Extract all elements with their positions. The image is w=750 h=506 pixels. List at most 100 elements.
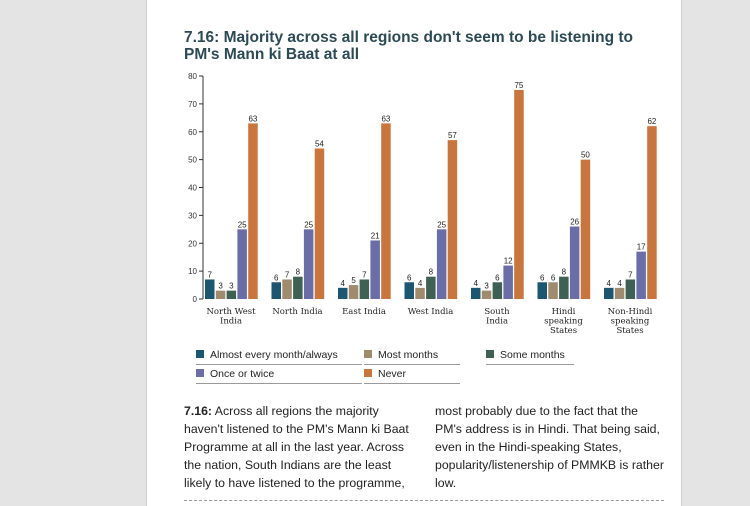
bar	[205, 279, 215, 299]
x-tick-label: speaking	[544, 317, 583, 327]
bar	[303, 229, 314, 299]
bar-value-label: 3	[484, 282, 489, 291]
x-tick-label: West India	[408, 307, 454, 317]
bar	[614, 287, 625, 299]
bar-value-label: 6	[495, 273, 500, 282]
legend-label: Most months	[378, 349, 439, 361]
caption-col-1: 7.16: Across all regions the majority ha…	[184, 402, 420, 492]
bar	[338, 287, 348, 299]
bar	[293, 276, 303, 299]
bar-value-label: 4	[341, 279, 346, 288]
y-tick-label: 60	[188, 128, 197, 137]
chart-title: 7.16: Majority across all regions don't …	[184, 29, 644, 63]
bar	[481, 290, 492, 299]
chart-title-line-2: PM's Mann ki Baat at all	[184, 46, 360, 63]
y-tick-label: 30	[188, 211, 197, 220]
bar-value-label: 26	[570, 218, 579, 227]
page-divider	[184, 500, 664, 501]
bar-value-label: 25	[238, 220, 247, 229]
bar	[271, 282, 281, 299]
bar-value-label: 7	[208, 270, 213, 279]
bar	[569, 226, 580, 299]
legend-swatch	[364, 350, 372, 358]
x-tick-label: States	[550, 326, 577, 336]
bar	[537, 282, 547, 299]
bar-value-label: 62	[647, 117, 656, 126]
bar-value-label: 8	[429, 268, 434, 277]
y-tick-label: 40	[188, 184, 197, 193]
bar	[404, 282, 414, 299]
bar-value-label: 50	[581, 151, 590, 160]
bar-value-label: 57	[448, 131, 457, 140]
legend-label: Once or twice	[210, 368, 275, 380]
legend-swatch	[196, 350, 204, 358]
x-tick-label: North India	[272, 307, 322, 317]
legend-item: Once or twice	[196, 366, 362, 384]
bar-value-label: 54	[315, 139, 324, 148]
bar	[381, 123, 391, 299]
bar-value-label: 12	[504, 257, 513, 266]
bar	[647, 126, 657, 299]
bar-value-label: 8	[296, 268, 301, 277]
legend-label: Some months	[500, 349, 565, 361]
x-tick-label: Hindi	[552, 307, 576, 317]
legend-swatch	[196, 369, 204, 377]
x-tick-label: States	[616, 326, 643, 336]
y-tick-label: 80	[188, 72, 197, 81]
bar-value-label: 7	[285, 270, 290, 279]
bar	[559, 276, 569, 299]
bar-value-label: 4	[474, 279, 479, 288]
bar	[426, 276, 436, 299]
bar-value-label: 7	[628, 270, 633, 279]
bar-value-label: 4	[617, 279, 622, 288]
y-tick-label: 20	[188, 239, 197, 248]
bar	[548, 282, 558, 299]
bar-value-label: 3	[218, 282, 223, 291]
caption-text-2: most probably due to the fact that the P…	[435, 404, 664, 490]
x-tick-label: East India	[342, 307, 386, 317]
bar-value-label: 6	[551, 273, 556, 282]
bar	[237, 229, 247, 299]
legend-item: Almost every month/always	[196, 347, 362, 365]
y-tick-label: 10	[188, 267, 197, 276]
bar	[625, 279, 636, 299]
bar	[314, 148, 325, 299]
bar	[248, 123, 258, 299]
x-tick-label: India	[486, 317, 508, 327]
bar	[503, 265, 513, 299]
chart-title-line-1: 7.16: Majority across all regions don't …	[184, 29, 633, 46]
bar-value-label: 25	[437, 220, 446, 229]
legend-label: Almost every month/always	[210, 349, 338, 361]
bar	[636, 251, 646, 299]
bar-value-label: 3	[229, 282, 234, 291]
x-tick-label: India	[220, 317, 242, 327]
x-tick-label: Non-Hindi	[608, 307, 653, 317]
bar	[348, 285, 359, 299]
bar	[436, 229, 447, 299]
legend-swatch	[486, 350, 494, 358]
bar-value-label: 25	[304, 220, 313, 229]
bar-value-label: 6	[540, 273, 545, 282]
bar	[447, 140, 458, 299]
bar	[471, 287, 481, 299]
bar	[226, 290, 237, 299]
bar-value-label: 75	[514, 81, 523, 90]
legend-item: Never	[364, 366, 460, 384]
bar-value-label: 17	[637, 243, 646, 252]
bar-value-label: 6	[407, 273, 412, 282]
x-tick-label: South	[484, 307, 510, 317]
bar	[514, 89, 524, 299]
bar	[604, 287, 614, 299]
bar-value-label: 4	[418, 279, 423, 288]
caption-text-1: Across all regions the majority haven't …	[184, 404, 409, 490]
bar	[282, 279, 292, 299]
bar-value-label: 6	[274, 273, 279, 282]
caption-col-2: most probably due to the fact that the P…	[435, 402, 667, 492]
legend-item: Most months	[364, 347, 460, 365]
bar	[415, 287, 425, 299]
caption-label: 7.16:	[184, 404, 213, 418]
legend-label: Never	[378, 368, 407, 380]
bar	[370, 240, 380, 299]
report-page	[146, 0, 682, 506]
